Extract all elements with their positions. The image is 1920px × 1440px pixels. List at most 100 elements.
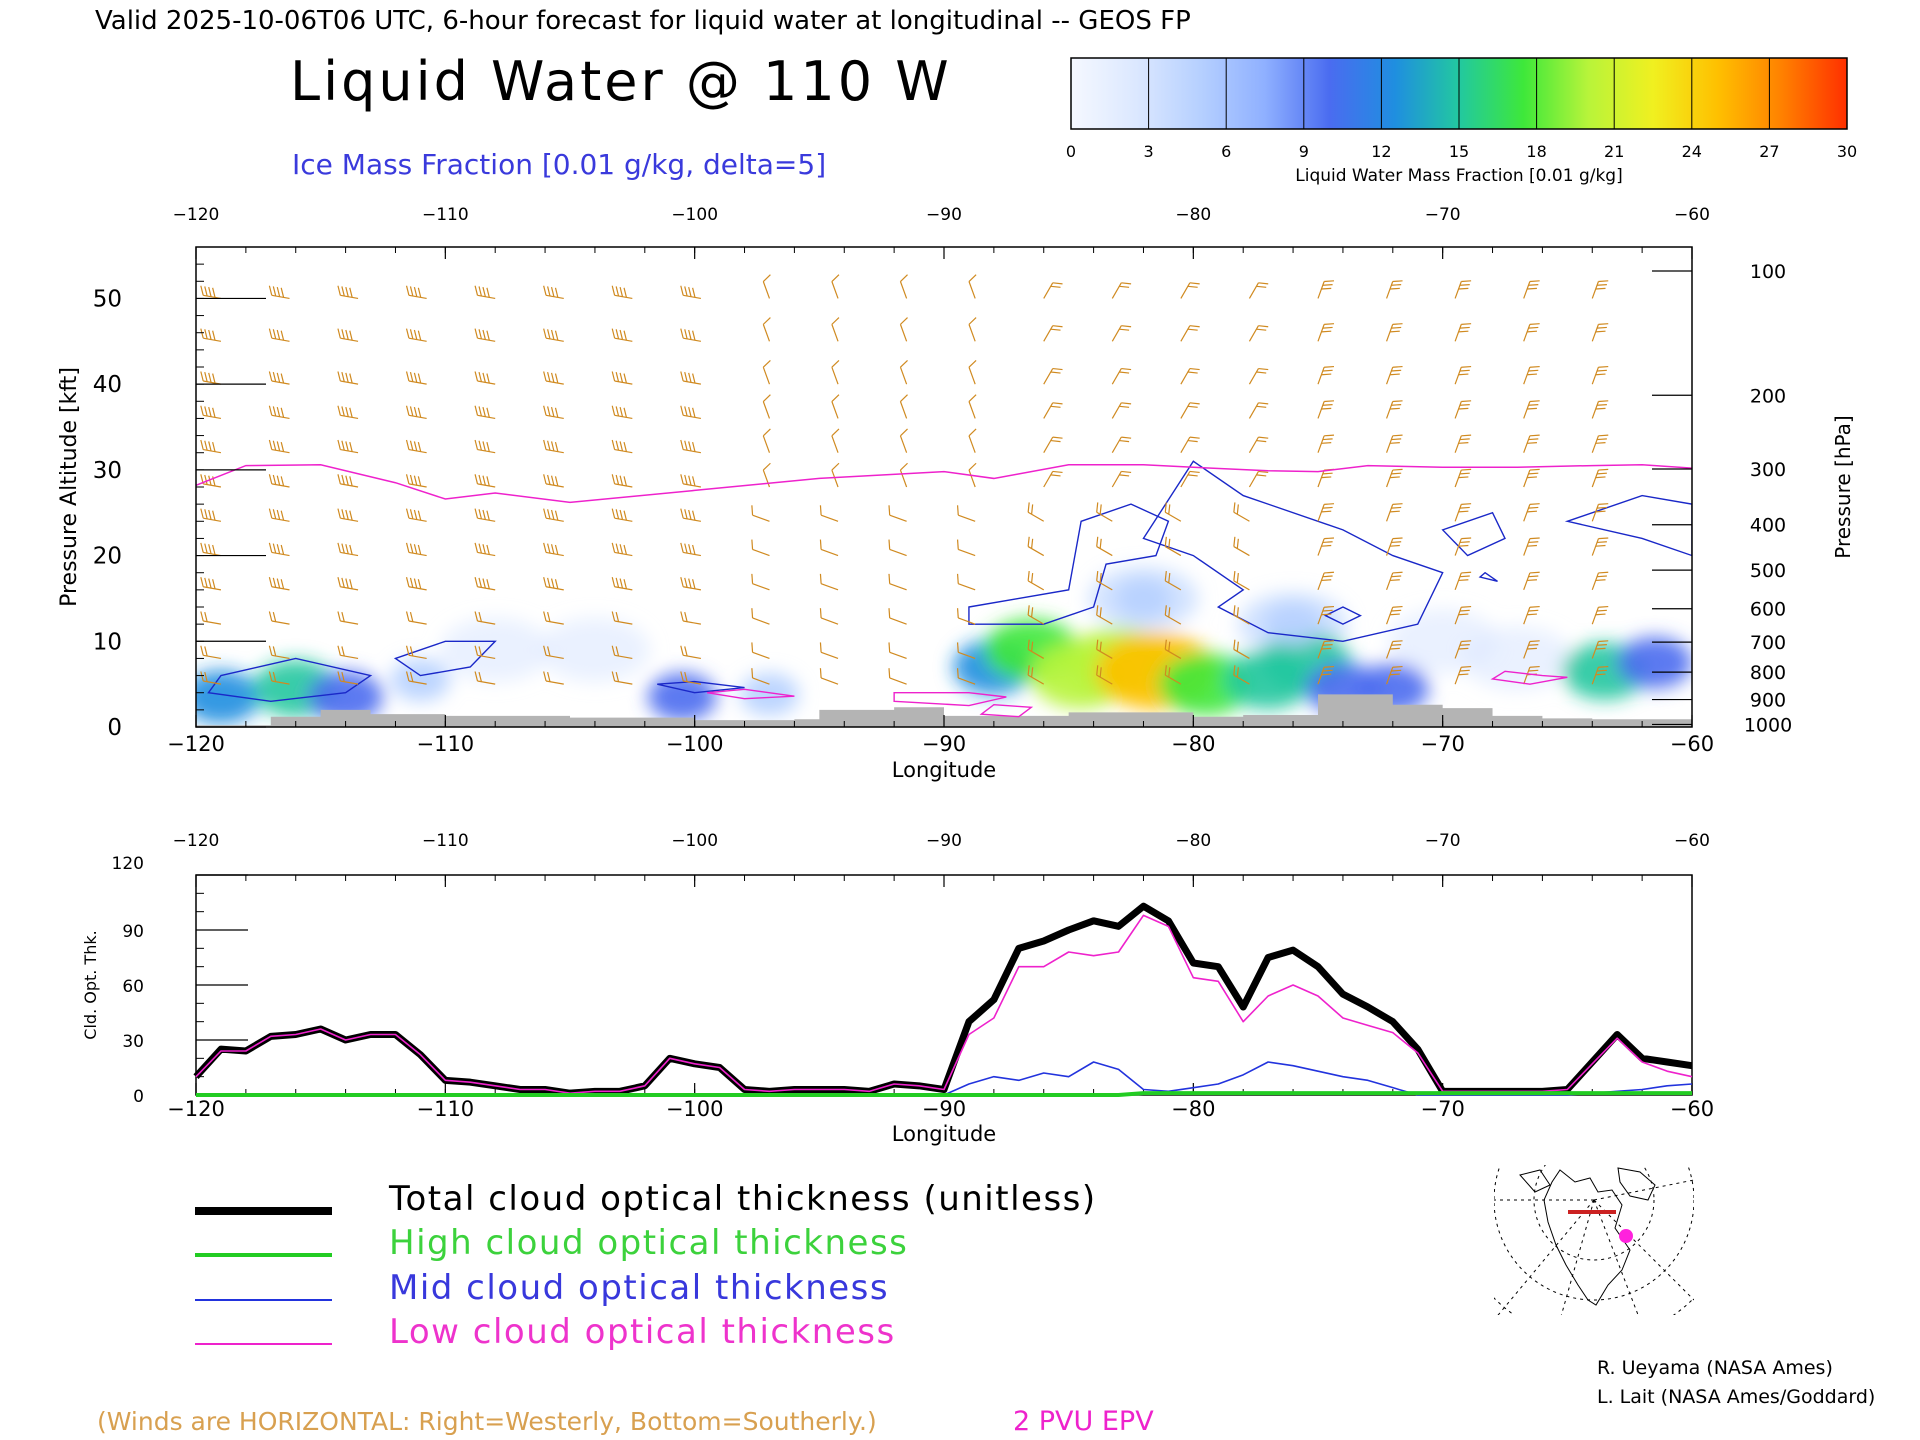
wind-barb xyxy=(1233,605,1250,625)
wind-barb xyxy=(968,428,977,453)
wind-barb xyxy=(1043,402,1063,419)
wind-barb xyxy=(680,508,702,522)
wind-barb xyxy=(956,573,976,591)
wind-barb xyxy=(474,328,496,342)
wind-barb xyxy=(1180,367,1200,385)
wind-barb xyxy=(611,371,633,385)
wind-barb xyxy=(474,645,496,660)
y-tick-label: 120 xyxy=(112,854,144,874)
wind-barb xyxy=(200,671,222,685)
top-right-axis-label: Pressure [hPa] xyxy=(1831,415,1855,558)
wind-barb xyxy=(543,577,564,591)
colorbar-tick-label: 27 xyxy=(1759,142,1779,161)
wind-barb xyxy=(1317,365,1335,385)
wind-barb xyxy=(1248,325,1269,342)
wind-barb xyxy=(268,405,290,420)
wind-barb xyxy=(1233,665,1250,685)
wind-barb xyxy=(1043,470,1063,488)
wind-barb xyxy=(1454,640,1472,659)
x-tick-label: −80 xyxy=(1171,1097,1215,1121)
wind-barb xyxy=(1027,536,1045,557)
wind-barb xyxy=(200,285,222,300)
legend: Total cloud optical thickness (unitless)… xyxy=(195,1179,1095,1352)
wind-barb xyxy=(762,462,771,488)
wind-barb xyxy=(831,428,840,453)
wind-barb xyxy=(543,542,564,557)
wind-barb xyxy=(1523,434,1540,453)
wind-barb xyxy=(1164,570,1182,591)
colorbar: 0 3 6 9 12 15 18 21 24 27 30 xyxy=(1066,57,1857,161)
wind-barb xyxy=(1111,367,1132,385)
wind-barb xyxy=(543,405,564,420)
wind-barb xyxy=(1111,436,1132,454)
wind-barb xyxy=(1386,280,1403,299)
wind-barb xyxy=(1454,400,1472,419)
bottom-y-axis-label: Cld. Opt. Thk. xyxy=(81,930,100,1039)
wind-barb xyxy=(1317,323,1335,342)
x-tick-label: −70 xyxy=(1421,1097,1465,1121)
wind-barb xyxy=(337,371,359,385)
wind-barb xyxy=(1317,665,1335,685)
wind-barb xyxy=(1523,503,1540,522)
wind-barb xyxy=(1523,323,1540,342)
y-tick-label: 60 xyxy=(122,977,144,997)
wind-barb xyxy=(1096,639,1113,659)
wind-barb xyxy=(1096,570,1113,591)
wind-barb xyxy=(337,611,359,625)
wind-barb xyxy=(1454,468,1472,488)
ice-contour xyxy=(968,503,1170,625)
x-tick-label-top: −60 xyxy=(1674,831,1710,851)
optical-thickness-panel: −120 −120 −110 −110 −100 −100 −90 −90 −80 −80 −70 −… xyxy=(112,831,1715,1121)
wind-barb xyxy=(405,611,427,625)
wind-barb xyxy=(611,542,633,557)
wind-barb xyxy=(405,577,427,591)
wind-barb xyxy=(1317,280,1335,299)
bottom-x-axis-label: Longitude xyxy=(892,1122,996,1146)
wind-barb xyxy=(405,645,427,660)
pressure-tick-label: 600 xyxy=(1750,599,1786,621)
wind-barb xyxy=(1317,400,1335,419)
wind-barb xyxy=(1454,280,1472,299)
wind-barb xyxy=(1180,325,1200,342)
liquid-water-haze xyxy=(1462,626,1573,691)
wind-barb xyxy=(474,474,496,488)
ice-contour xyxy=(657,680,745,694)
x-tick-label-top: −110 xyxy=(422,831,469,851)
wind-barb xyxy=(268,474,290,488)
wind-barb xyxy=(405,371,427,385)
wind-barb xyxy=(1096,502,1113,522)
wind-barb xyxy=(268,671,290,685)
wind-barb xyxy=(543,474,564,488)
epv-contour xyxy=(707,688,795,700)
x-tick-label: −60 xyxy=(1670,1097,1714,1121)
wind-barb xyxy=(1591,434,1609,453)
legend-label-low: Low cloud optical thickness xyxy=(389,1312,896,1352)
x-tick-label: −120 xyxy=(167,1097,225,1121)
wind-barb xyxy=(1096,665,1113,685)
wind-barb xyxy=(751,573,770,591)
wind-barb xyxy=(888,642,907,659)
wind-barb xyxy=(200,508,222,522)
wind-barb xyxy=(680,474,702,488)
wind-barb xyxy=(611,405,633,420)
wind-barb xyxy=(1111,470,1132,488)
wind-barb xyxy=(337,328,359,342)
x-tick-label: −70 xyxy=(1421,732,1465,756)
colorbar-tick-label: 12 xyxy=(1371,142,1391,161)
pressure-tick-label: 700 xyxy=(1750,632,1786,654)
wind-barb xyxy=(200,439,222,454)
wind-barb xyxy=(1164,502,1182,522)
wind-barb xyxy=(1180,282,1200,299)
liquid-water-blob xyxy=(1115,577,1172,619)
wind-barb xyxy=(1317,571,1335,591)
wind-barb xyxy=(268,645,290,660)
wind-barb xyxy=(751,642,770,659)
wind-barb xyxy=(1591,323,1609,342)
winds-note: (Winds are HORIZONTAL: Right=Westerly, B… xyxy=(97,1407,877,1436)
liquid-water-blob xyxy=(1263,602,1323,646)
wind-barb xyxy=(337,439,359,454)
valid-line: Valid 2025-10-06T06 UTC, 6-hour forecast… xyxy=(95,6,1191,36)
wind-barb xyxy=(543,508,564,522)
wind-barb xyxy=(474,542,496,557)
wind-barb xyxy=(831,462,840,488)
